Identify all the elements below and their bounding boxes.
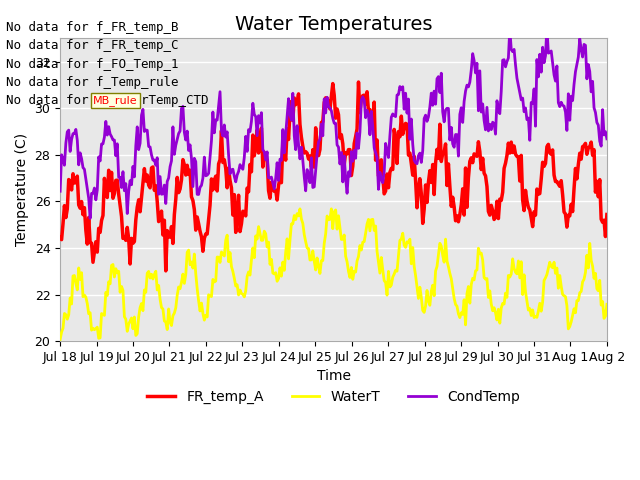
Text: No data for f_FR_temp_B: No data for f_FR_temp_B [6, 21, 179, 34]
Text: No data for f_Temp_rule: No data for f_Temp_rule [6, 76, 179, 89]
Text: No data for f_FR_temp_C: No data for f_FR_temp_C [6, 39, 179, 52]
Text: No data for f_WaterTemp_CTD: No data for f_WaterTemp_CTD [6, 94, 209, 107]
Text: No data for f_FO_Temp_1: No data for f_FO_Temp_1 [6, 58, 179, 71]
Legend: FR_temp_A, WaterT, CondTemp: FR_temp_A, WaterT, CondTemp [142, 384, 525, 410]
Text: MB_rule: MB_rule [93, 95, 138, 106]
Title: Water Temperatures: Water Temperatures [235, 15, 432, 34]
X-axis label: Time: Time [317, 370, 351, 384]
Y-axis label: Temperature (C): Temperature (C) [15, 133, 29, 246]
